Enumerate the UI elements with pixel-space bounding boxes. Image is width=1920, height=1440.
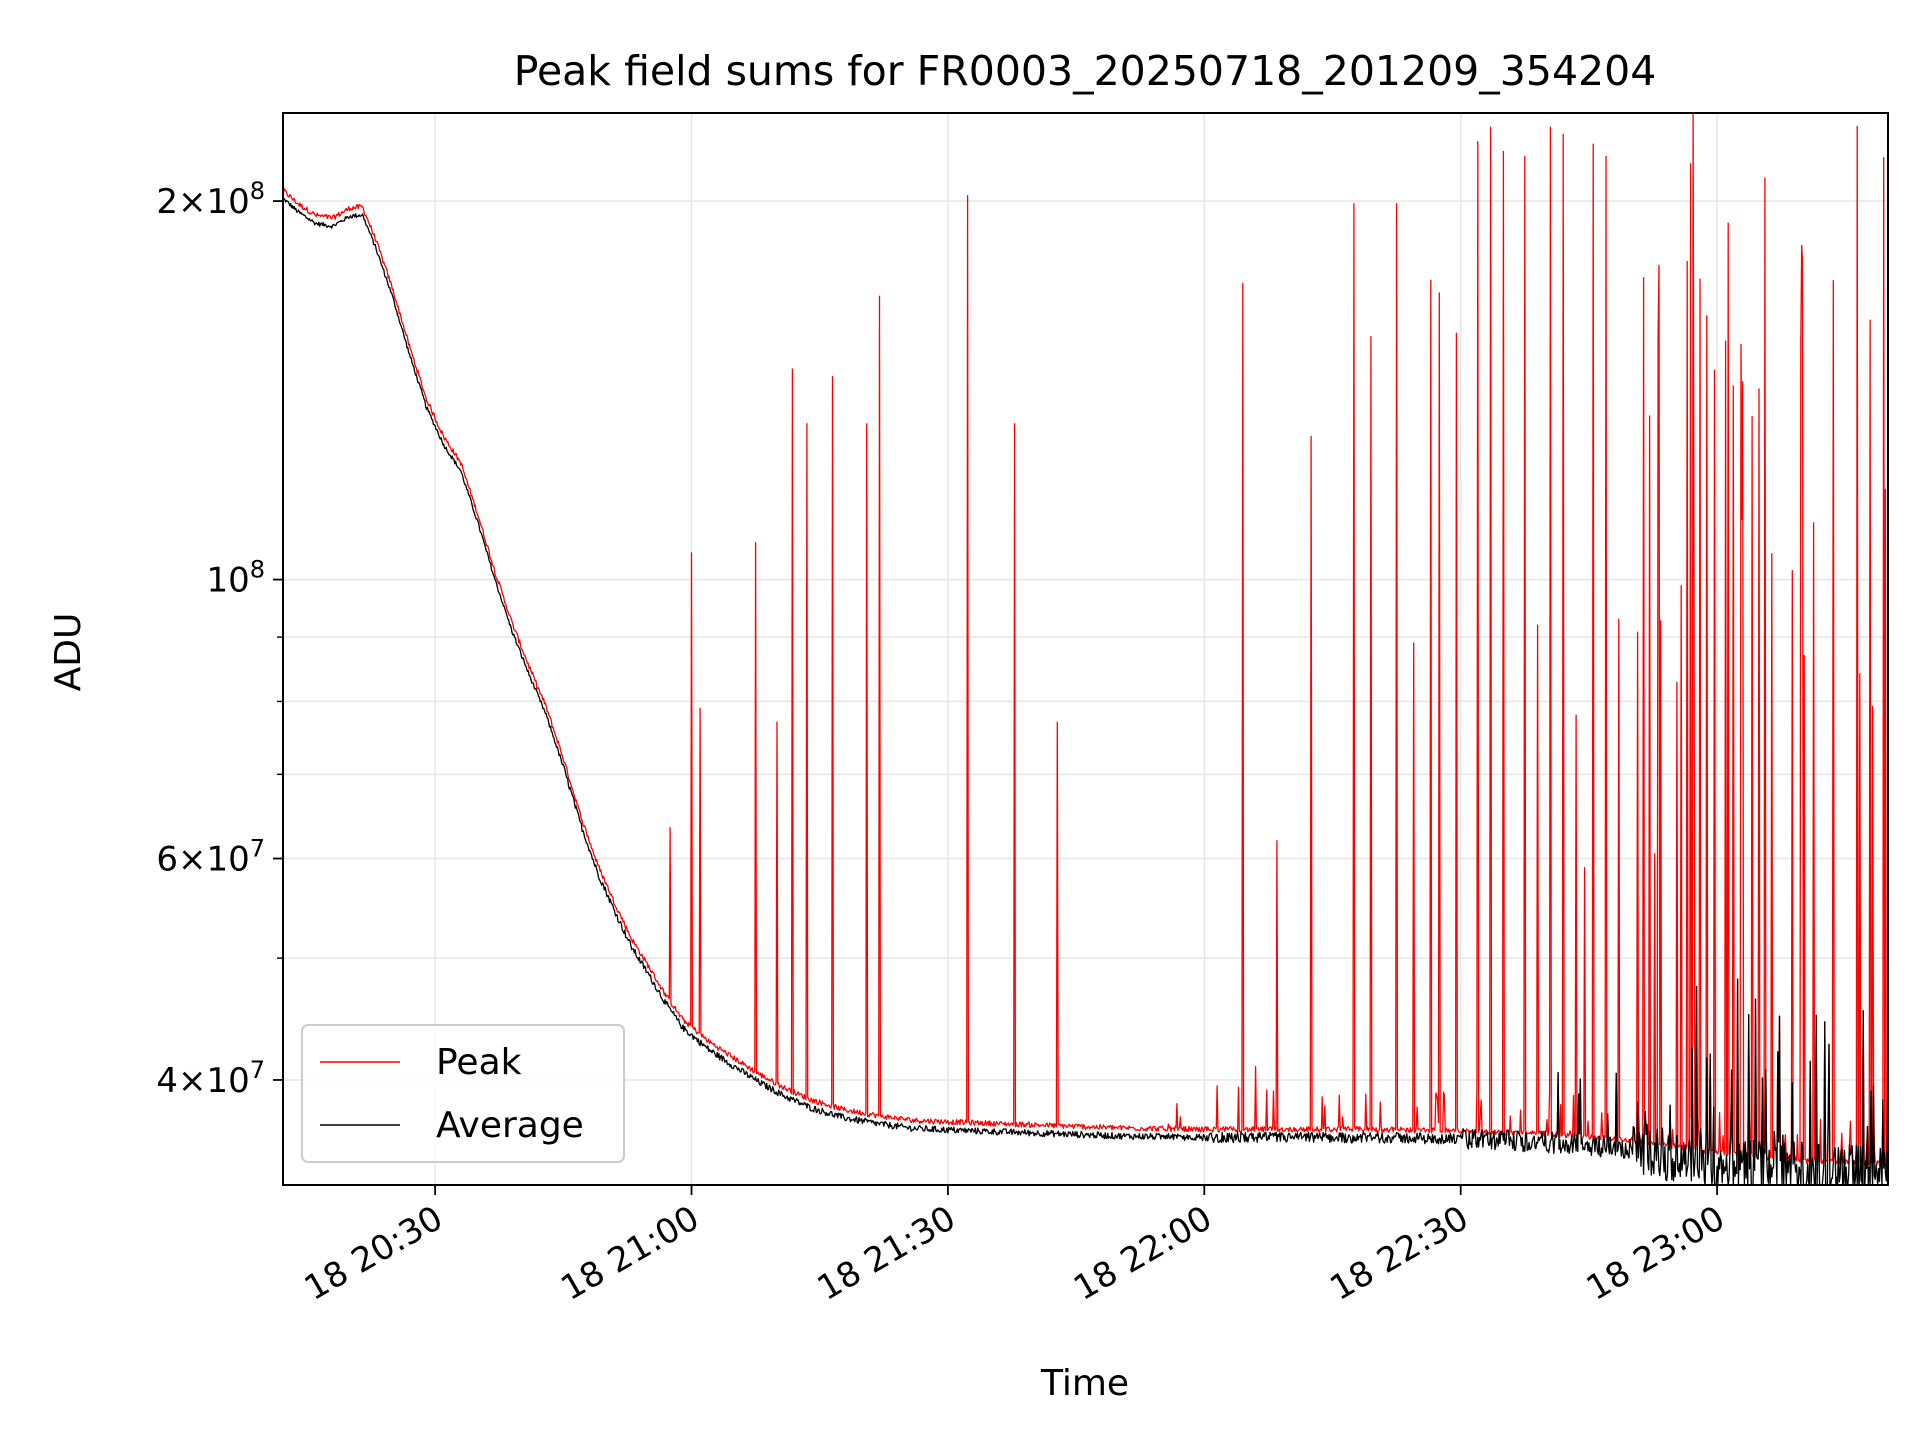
y-tick-label: 108 xyxy=(206,556,265,601)
legend-box xyxy=(301,1024,625,1163)
y-tick-label: 6×107 xyxy=(156,835,265,880)
plot-frame xyxy=(282,112,1889,1186)
chart-title: Peak field sums for FR0003_20250718_2012… xyxy=(514,47,1657,95)
legend-label-average: Average xyxy=(436,1105,584,1146)
series-line-peak xyxy=(283,113,1888,1167)
legend-label-peak: Peak xyxy=(436,1042,522,1083)
grid xyxy=(283,113,1888,1185)
y-axis-label: ADU xyxy=(48,613,89,692)
x-axis-label: Time xyxy=(1040,1363,1129,1404)
plot-area xyxy=(283,113,1888,1185)
y-tick-label: 2×108 xyxy=(156,177,265,222)
y-tick-label: 4×107 xyxy=(156,1056,265,1101)
series-line-average xyxy=(283,197,1888,1185)
legend: Peak Average xyxy=(301,1024,625,1163)
